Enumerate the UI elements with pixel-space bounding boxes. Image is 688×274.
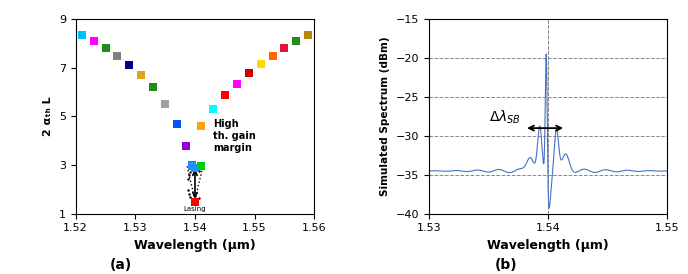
Point [243,70,254,75]
Point [88,39,99,43]
Point [189,199,200,204]
Text: $\Delta\lambda_{SB}$: $\Delta\lambda_{SB}$ [488,109,521,126]
Point [136,73,147,77]
Text: High
th. gain
margin: High th. gain margin [213,119,256,153]
Point [303,33,314,37]
Point [186,164,197,169]
Point [76,33,87,37]
Point [124,63,135,68]
X-axis label: Wavelength (μm): Wavelength (μm) [487,239,609,252]
Point [255,62,266,66]
Point [189,165,200,170]
Point [112,53,123,58]
Point [207,107,218,111]
Point [267,53,278,58]
Y-axis label: 2 αₜₕ L: 2 αₜₕ L [43,97,53,136]
Point [148,85,159,89]
Point [186,163,197,167]
Y-axis label: Simulated Spectrum (dBm): Simulated Spectrum (dBm) [380,37,390,196]
Point [291,39,302,43]
Point [231,81,242,86]
Point [100,46,111,50]
X-axis label: Wavelength (μm): Wavelength (μm) [134,239,256,252]
Point [160,102,171,107]
Point [219,92,230,97]
Point [195,164,206,169]
Point [180,144,191,148]
Text: (b): (b) [495,258,517,272]
Point [171,122,182,126]
Text: (a): (a) [109,258,131,272]
Point [195,124,206,129]
Text: Lasing: Lasing [184,206,206,212]
Point [279,46,290,50]
